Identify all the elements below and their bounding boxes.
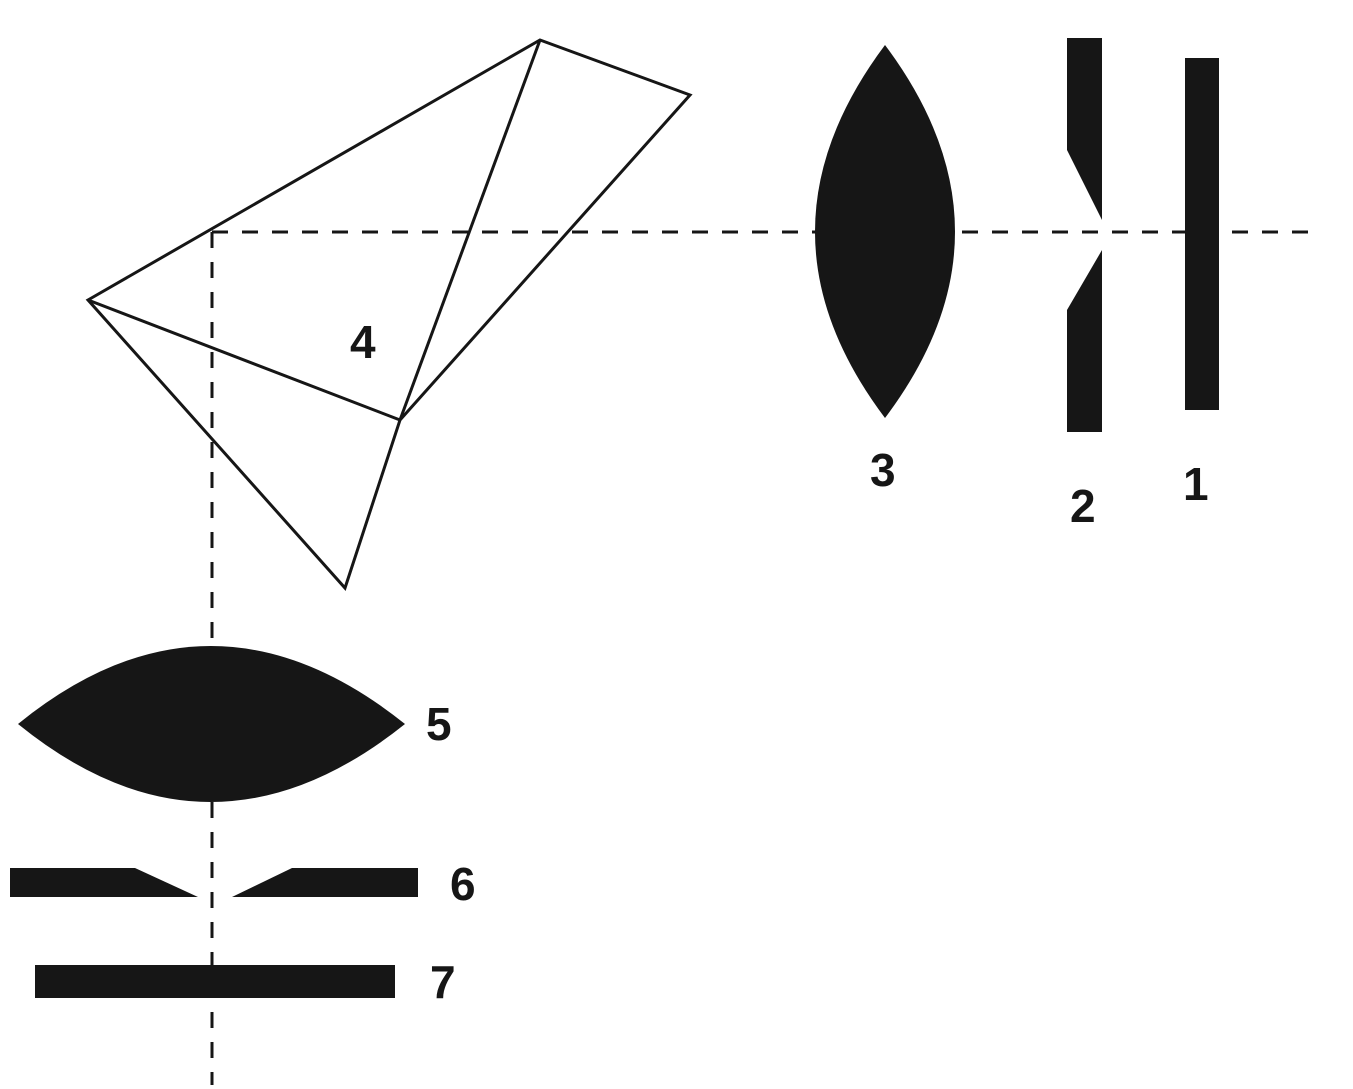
- element-7-plate: [35, 965, 395, 998]
- label-3: 3: [870, 444, 896, 496]
- label-2: 2: [1070, 480, 1096, 532]
- element-6-slit-diaphragm: [10, 868, 418, 897]
- prism-edge-lower: [87, 298, 401, 422]
- label-5: 5: [426, 698, 452, 750]
- element-4-prism: [85, 38, 693, 591]
- slit-jaw-upper: [1067, 38, 1102, 220]
- label-4: 4: [350, 316, 376, 368]
- label-6: 6: [450, 858, 476, 910]
- element-1-plate: [1185, 58, 1219, 410]
- label-1: 1: [1183, 458, 1209, 510]
- element-5-lens: [18, 646, 405, 802]
- element-3-lens: [815, 45, 955, 418]
- label-7: 7: [430, 956, 456, 1008]
- slit-jaw-right: [232, 868, 418, 897]
- slit-jaw-left: [10, 868, 198, 897]
- slit-jaw-lower: [1067, 250, 1102, 432]
- prism-edge-diagonal: [398, 39, 542, 421]
- optical-axes: [210, 230, 1312, 1085]
- element-labels: 1 2 3 4 5 6 7: [350, 316, 1209, 1008]
- prism-outline: [85, 38, 693, 591]
- element-2-slit-diaphragm: [1067, 38, 1102, 432]
